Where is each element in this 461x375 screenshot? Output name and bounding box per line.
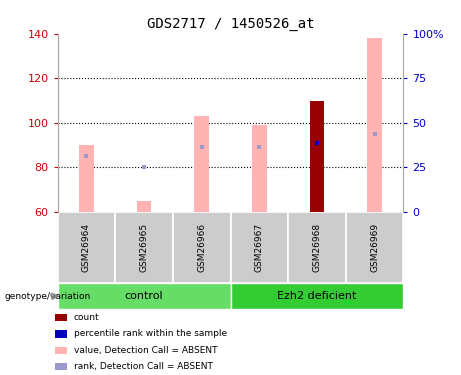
Bar [58, 212, 115, 283]
Bar [367, 38, 382, 212]
Bar [346, 212, 403, 283]
Text: rank, Detection Call = ABSENT: rank, Detection Call = ABSENT [74, 362, 213, 371]
Bar [230, 212, 288, 283]
Text: genotype/variation: genotype/variation [5, 292, 91, 301]
Text: GSM26969: GSM26969 [370, 223, 379, 272]
Bar [252, 125, 266, 212]
Bar [58, 283, 230, 309]
Bar [173, 212, 230, 283]
Text: control: control [125, 291, 163, 301]
Text: Ezh2 deficient: Ezh2 deficient [277, 291, 357, 301]
Text: percentile rank within the sample: percentile rank within the sample [74, 330, 227, 339]
Bar [55, 347, 67, 354]
Text: GSM26967: GSM26967 [255, 223, 264, 272]
Bar [310, 100, 324, 212]
Title: GDS2717 / 1450526_at: GDS2717 / 1450526_at [147, 17, 314, 32]
Bar [55, 330, 67, 338]
Bar [137, 201, 151, 212]
Bar [195, 116, 209, 212]
Text: GSM26966: GSM26966 [197, 223, 206, 272]
Text: GSM26968: GSM26968 [313, 223, 321, 272]
Bar [79, 145, 94, 212]
Bar [115, 212, 173, 283]
Text: count: count [74, 313, 100, 322]
Text: GSM26964: GSM26964 [82, 223, 91, 272]
Bar [55, 314, 67, 321]
Text: GSM26965: GSM26965 [140, 223, 148, 272]
Text: value, Detection Call = ABSENT: value, Detection Call = ABSENT [74, 346, 217, 355]
Bar [288, 212, 346, 283]
Bar [230, 283, 403, 309]
Bar [310, 100, 324, 212]
Bar [55, 363, 67, 370]
